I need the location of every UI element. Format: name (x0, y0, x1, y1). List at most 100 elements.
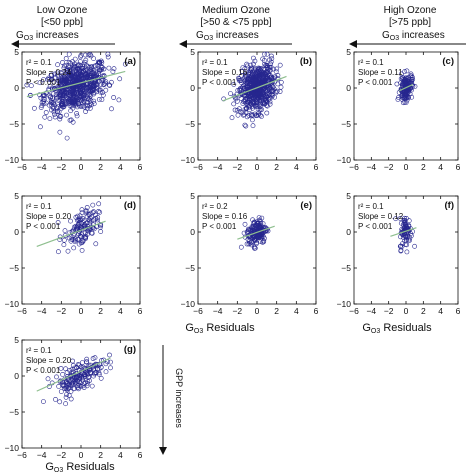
scatter-point (249, 75, 255, 81)
scatter-point (70, 105, 76, 111)
x-tick-label: −2 (232, 162, 242, 172)
scatter-point (403, 75, 409, 81)
scatter-point (85, 371, 90, 376)
scatter-point (103, 87, 109, 93)
scatter-point (46, 75, 51, 81)
scatter-point (400, 234, 406, 240)
scatter-point (74, 224, 79, 230)
x-tick-label: 0 (79, 162, 84, 172)
scatter-point (38, 95, 44, 101)
scatter-point (89, 383, 95, 389)
scatter-point (272, 94, 277, 100)
scatter-point (56, 249, 61, 255)
scatter-point (64, 112, 69, 118)
panel-label: (a) (124, 56, 136, 67)
stats-line: P < 0.001 (358, 222, 393, 231)
scatter-points (55, 201, 104, 255)
scatter-point (404, 249, 410, 255)
column-title-low: Low Ozone (37, 5, 88, 16)
scatter-point (78, 240, 84, 246)
scatter-point (261, 238, 267, 244)
scatter-point (108, 359, 113, 365)
scatter-point (74, 113, 80, 119)
x-tick-label: 2 (274, 162, 279, 172)
scatter-point (250, 78, 256, 83)
scatter-point (54, 109, 60, 114)
scatter-point (63, 83, 68, 88)
scatter-point (39, 100, 45, 106)
y-tick-label: −5 (341, 263, 351, 273)
scatter-point (46, 102, 52, 108)
x-tick-label: −6 (17, 306, 27, 316)
scatter-point (73, 236, 78, 241)
scatter-point (60, 97, 66, 102)
scatter-point (80, 383, 86, 389)
scatter-point (98, 229, 104, 234)
scatter-point (52, 85, 58, 91)
scatter-point (252, 225, 257, 231)
regression-line (36, 220, 106, 247)
scatter-point (399, 71, 404, 77)
scatter-point (56, 93, 62, 99)
scatter-point (63, 56, 69, 61)
scatter-point (261, 91, 267, 97)
scatter-point (59, 76, 65, 82)
scatter-point (32, 105, 37, 111)
stats-line: Slope = 0.24 (26, 68, 72, 77)
scatter-point (48, 77, 54, 83)
x-tick-label: −6 (349, 162, 359, 172)
scatter-point (251, 91, 257, 96)
y-tick-label: 0 (346, 227, 351, 237)
scatter-point (75, 66, 81, 71)
scatter-point (61, 65, 67, 71)
scatter-point (274, 66, 280, 72)
scatter-point (88, 93, 93, 99)
scatter-point (24, 82, 30, 88)
scatter-point (95, 59, 101, 65)
x-tick-label: 6 (138, 306, 143, 316)
scatter-point (409, 73, 414, 79)
scatter-point (248, 81, 253, 87)
panel-label: (d) (124, 200, 136, 211)
scatter-point (97, 89, 103, 95)
scatter-point (28, 83, 34, 89)
scatter-point (268, 53, 274, 59)
x-tick-label: −4 (37, 306, 47, 316)
scatter-point (272, 74, 277, 80)
scatter-point (264, 62, 270, 68)
y-tick-label: 0 (190, 227, 195, 237)
scatter-point (91, 209, 96, 215)
scatter-point (71, 374, 77, 380)
scatter-point (71, 63, 77, 69)
scatter-point (246, 71, 251, 77)
scatter-point (41, 399, 46, 404)
scatter-point (62, 228, 68, 234)
stats-line: r² = 0.1 (26, 346, 52, 355)
scatter-point (250, 123, 256, 129)
scatter-point (85, 64, 91, 70)
panel-label: (g) (124, 344, 136, 355)
column-title-high: High Ozone (384, 5, 437, 16)
scatter-point (239, 73, 245, 78)
x-tick-label: −2 (56, 306, 66, 316)
x-tick-label: 4 (294, 162, 299, 172)
x-tick-label: 0 (404, 162, 409, 172)
x-tick-label: −4 (366, 162, 376, 172)
scatter-point (243, 123, 249, 129)
panel-label: (c) (442, 56, 454, 67)
scatter-point (256, 74, 262, 80)
scatter-point (68, 396, 74, 402)
scatter-point (91, 373, 96, 379)
scatter-point (256, 84, 262, 90)
scatter-point (98, 81, 104, 87)
y-tick-label: 5 (346, 191, 351, 201)
scatter-point (67, 93, 73, 99)
scatter-point (261, 74, 267, 79)
scatter-point (67, 71, 72, 76)
scatter-point (111, 95, 116, 100)
stats-line: Slope = 0.16 (202, 212, 248, 221)
scatter-point (267, 101, 273, 107)
scatter-point (99, 97, 105, 102)
scatter-point (43, 110, 49, 115)
